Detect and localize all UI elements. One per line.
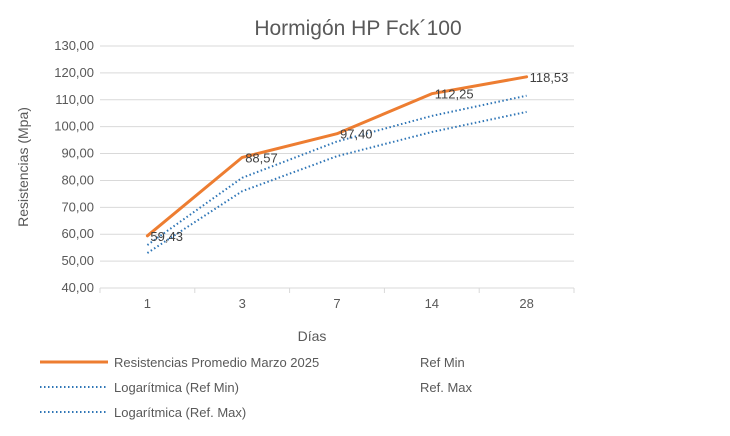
y-tick-label: 50,00 <box>61 253 94 268</box>
y-tick-label: 130,00 <box>54 38 94 53</box>
y-axis-title: Resistencias (Mpa) <box>15 107 31 227</box>
series-line-0 <box>145 75 529 238</box>
x-tick-label: 14 <box>425 296 439 311</box>
x-axis-title: Días <box>298 328 327 344</box>
series-line-2 <box>146 94 527 246</box>
series-line-1 <box>146 110 527 254</box>
x-tick-label: 1 <box>144 296 151 311</box>
x-tick-label: 28 <box>519 296 533 311</box>
x-tick-label: 3 <box>239 296 246 311</box>
y-tick-label: 80,00 <box>61 172 94 187</box>
legend-label: Ref Min <box>420 355 465 370</box>
y-tick-label: 120,00 <box>54 65 94 80</box>
gridlines <box>99 45 575 293</box>
x-tick-labels: 1 3 7 14 28 <box>144 296 534 311</box>
legend-label: Logarítmica (Ref Min) <box>114 380 239 395</box>
y-tick-label: 40,00 <box>61 280 94 295</box>
data-label: 97,40 <box>340 127 373 142</box>
series-lines <box>145 75 529 254</box>
data-label: 88,57 <box>245 150 278 165</box>
data-labels: 59,43 88,57 97,40 112,25 118,53 <box>150 70 568 244</box>
legend: Resistencias Promedio Marzo 2025 Logarítm… <box>40 355 473 420</box>
data-label: 112,25 <box>435 87 474 102</box>
data-label: 59,43 <box>150 229 183 244</box>
y-tick-label: 60,00 <box>61 226 94 241</box>
legend-label: Resistencias Promedio Marzo 2025 <box>114 355 319 370</box>
y-tick-label: 110,00 <box>55 92 94 107</box>
y-tick-labels: 40,00 50,00 60,00 70,00 80,00 90,00 100,00 110,… <box>54 38 94 295</box>
chart-title: Hormigón HP Fck´100 <box>254 17 461 40</box>
legend-label: Ref. Max <box>420 380 473 395</box>
legend-label: Logarítmica (Ref. Max) <box>114 405 246 420</box>
y-tick-label: 70,00 <box>61 199 94 214</box>
y-tick-label: 100,00 <box>54 119 94 134</box>
y-tick-label: 90,00 <box>61 146 94 161</box>
data-label: 118,53 <box>530 70 569 85</box>
x-tick-label: 7 <box>333 296 340 311</box>
